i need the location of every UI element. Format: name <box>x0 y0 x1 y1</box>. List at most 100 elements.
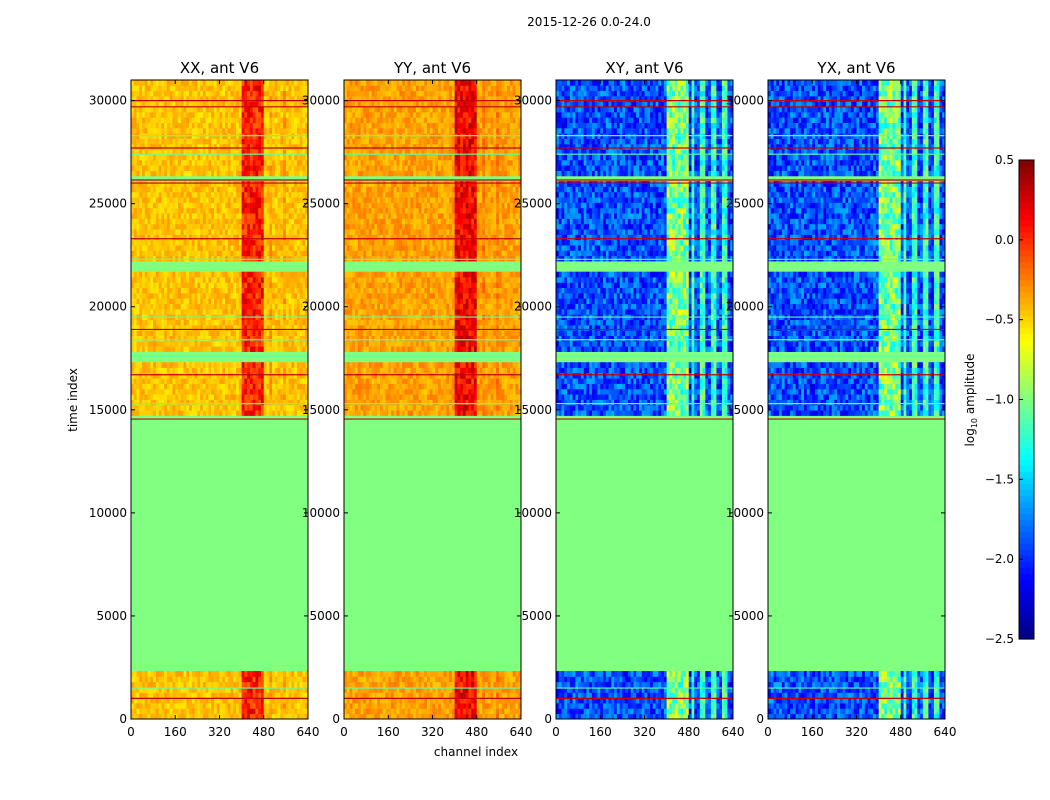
heatmap-cell <box>518 681 522 688</box>
heatmap-cell <box>208 681 212 688</box>
heatmap-cell <box>283 308 287 315</box>
heatmap-cell <box>252 697 256 704</box>
heatmap-cell <box>266 127 270 134</box>
heatmap-cell <box>175 404 179 411</box>
heatmap-cell <box>382 703 386 709</box>
heatmap-cell <box>238 255 243 262</box>
heatmap-cell <box>462 703 467 709</box>
heatmap-cell <box>255 383 259 390</box>
heatmap-cell <box>236 80 240 86</box>
heatmap-cell <box>291 676 295 683</box>
heatmap-cell <box>200 234 204 241</box>
heatmap-cell <box>227 234 231 241</box>
heatmap-cell <box>407 708 411 715</box>
heatmap-cell <box>139 117 143 123</box>
heatmap-cell <box>153 106 157 113</box>
heatmap-cell <box>219 95 223 102</box>
heatmap-cell <box>379 697 384 704</box>
heatmap-cell <box>252 378 256 384</box>
heatmap-cell <box>266 218 270 225</box>
heatmap-cell <box>283 95 287 102</box>
heatmap-cell <box>172 287 176 294</box>
heatmap-cell <box>178 80 182 86</box>
heatmap-cell <box>166 303 171 310</box>
heatmap-cell <box>175 90 179 97</box>
heatmap-cell <box>258 106 262 113</box>
heatmap-cell <box>197 708 201 715</box>
heatmap-cell <box>473 410 478 416</box>
heatmap-cell <box>233 308 237 315</box>
heatmap-cell <box>200 399 204 406</box>
heatmap-cell <box>247 346 251 352</box>
heatmap-cell <box>166 138 171 145</box>
heatmap-cell <box>186 335 190 342</box>
heatmap-cell <box>197 308 201 315</box>
heatmap-cell <box>263 245 267 251</box>
heatmap-cell <box>263 330 267 336</box>
heatmap-cell <box>186 287 190 294</box>
heatmap-cell <box>263 80 267 86</box>
heatmap-cell <box>144 335 148 342</box>
heatmap-cell <box>283 703 287 709</box>
heatmap-cell <box>471 692 475 699</box>
heatmap-cell <box>136 85 140 92</box>
heatmap-cell <box>407 676 411 683</box>
heatmap-cell <box>233 388 237 395</box>
heatmap-cell <box>277 303 281 310</box>
heatmap-cell <box>191 676 196 683</box>
heatmap-cell <box>266 101 270 108</box>
heatmap-cell <box>166 90 171 97</box>
heatmap-cell <box>233 213 237 219</box>
heatmap-cell <box>202 165 207 171</box>
heatmap-cell <box>241 90 245 97</box>
heatmap-cell <box>205 383 209 390</box>
heatmap-cell <box>208 697 212 704</box>
heatmap-cell <box>131 346 135 352</box>
heatmap-cell <box>512 703 516 709</box>
heatmap-cell <box>202 367 207 374</box>
heatmap-cell <box>161 218 165 225</box>
heatmap-cell <box>131 197 135 203</box>
heatmap-cell <box>202 181 207 187</box>
heatmap-cell <box>191 404 196 411</box>
heatmap-cell <box>288 250 292 257</box>
heatmap-cell <box>230 410 234 416</box>
heatmap-cell <box>296 213 301 219</box>
heatmap-cell <box>155 234 160 241</box>
heatmap-cell <box>186 303 190 310</box>
heatmap-cell <box>208 197 212 203</box>
heatmap-cell <box>133 245 137 251</box>
heatmap-cell <box>465 671 469 677</box>
heatmap-cell <box>244 229 248 235</box>
heatmap-cell <box>305 170 309 177</box>
heatmap-cell <box>393 697 397 704</box>
heatmap-cell <box>216 282 220 289</box>
heatmap-cell <box>161 154 165 161</box>
heatmap-cell <box>133 90 137 97</box>
heatmap-cell <box>225 191 229 198</box>
heatmap-cell <box>211 159 215 166</box>
heatmap-cell <box>161 697 165 704</box>
heatmap-cell <box>183 378 187 384</box>
heatmap-cell <box>355 681 359 688</box>
heatmap-cell <box>186 319 190 326</box>
heatmap-cell <box>258 367 262 374</box>
heatmap-cell <box>238 324 243 331</box>
heatmap-cell <box>296 229 301 235</box>
heatmap-cell <box>291 308 295 315</box>
heatmap-cell <box>191 687 196 693</box>
heatmap-cell <box>205 218 209 225</box>
heatmap-cell <box>142 404 146 411</box>
heatmap-cell <box>175 303 179 310</box>
heatmap-cell <box>169 101 173 108</box>
heatmap-cell <box>158 223 162 230</box>
heatmap-cell <box>175 197 179 203</box>
heatmap-cell <box>202 250 207 257</box>
heatmap-cell <box>230 681 234 688</box>
heatmap-cell <box>142 106 146 113</box>
heatmap-cell <box>194 687 198 693</box>
heatmap-cell <box>202 149 207 155</box>
heatmap-cell <box>172 703 176 709</box>
heatmap-cell <box>169 239 173 246</box>
heatmap-cell <box>274 213 278 219</box>
